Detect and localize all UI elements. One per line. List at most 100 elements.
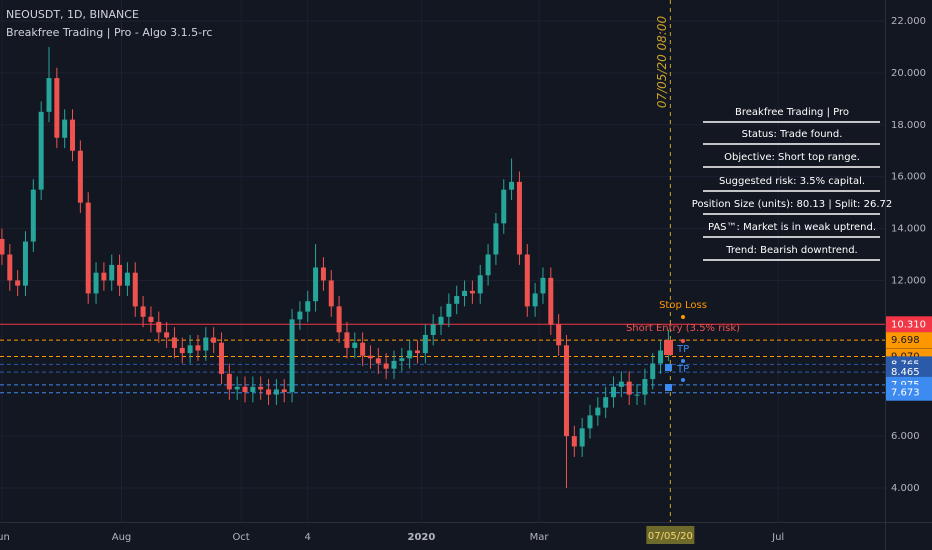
candle-body bbox=[454, 296, 460, 304]
candle-body bbox=[462, 290, 468, 297]
candle-body bbox=[187, 345, 193, 354]
candle-body bbox=[289, 319, 295, 393]
candle-body bbox=[117, 264, 123, 286]
x-tick-label: Oct bbox=[232, 532, 249, 543]
stop-loss-label: Stop Loss bbox=[659, 300, 707, 311]
candle-body bbox=[77, 150, 83, 203]
candle-body bbox=[85, 202, 91, 294]
candle-body bbox=[101, 272, 107, 281]
short-entry-label: Short Entry (3.5% risk) bbox=[626, 323, 740, 334]
candle-body bbox=[7, 254, 13, 281]
info-row: PAS™: Market is in weak uptrend. bbox=[708, 222, 876, 233]
indicator-name: Breakfree Trading | Pro - Algo 3.1.5-rc bbox=[6, 26, 212, 39]
y-tick-label: 12.000 bbox=[891, 275, 926, 286]
info-row: Status: Trade found. bbox=[742, 129, 843, 140]
candle-body bbox=[171, 337, 177, 348]
candle-body bbox=[281, 389, 287, 393]
crosshair-time: 07/05/20 08:00 bbox=[655, 15, 669, 108]
price-tag-label: 9.698 bbox=[891, 335, 920, 346]
candle-body bbox=[422, 334, 428, 354]
candle-body bbox=[469, 290, 475, 294]
candle-body bbox=[516, 181, 522, 255]
info-row: Breakfree Trading | Pro bbox=[735, 107, 849, 118]
candle-body bbox=[595, 407, 601, 416]
candle-body bbox=[603, 397, 609, 408]
candle-body bbox=[642, 379, 648, 395]
candle-body bbox=[148, 316, 154, 322]
info-row: Trend: Bearish downtrend. bbox=[725, 245, 857, 256]
candles bbox=[0, 46, 671, 489]
candle-body bbox=[54, 78, 60, 138]
candle-body bbox=[634, 394, 640, 396]
tp-dot bbox=[681, 378, 685, 382]
tp-label: TP bbox=[676, 344, 689, 355]
candle-body bbox=[360, 342, 366, 356]
tp-dot bbox=[681, 359, 685, 363]
candle-body bbox=[399, 358, 405, 361]
candle-body bbox=[540, 277, 546, 294]
candle-body bbox=[344, 332, 350, 348]
info-table: Breakfree Trading | Pro Status: Trade fou… bbox=[692, 107, 892, 261]
candle-body bbox=[93, 272, 99, 294]
candle-body bbox=[509, 181, 515, 190]
x-tick-label: 4 bbox=[305, 532, 311, 543]
candle-body bbox=[305, 301, 311, 312]
candle-body bbox=[226, 373, 232, 390]
candle-body bbox=[407, 350, 413, 359]
candle-body bbox=[493, 223, 499, 255]
y-tick-label: 14.000 bbox=[891, 224, 926, 235]
candle-body bbox=[313, 267, 319, 302]
candle-body bbox=[70, 119, 76, 151]
crosshair-label: 07/05/20 bbox=[648, 531, 693, 542]
x-tick-label: Jul bbox=[771, 532, 784, 543]
candle-body bbox=[367, 355, 373, 359]
price-tag-label: 10.310 bbox=[891, 319, 926, 330]
price-tag bbox=[886, 316, 932, 333]
entry-marker bbox=[664, 340, 673, 355]
candle-body bbox=[195, 345, 201, 351]
levels bbox=[0, 323, 885, 394]
candle-body bbox=[22, 241, 28, 286]
candle-body bbox=[658, 350, 664, 364]
candle-body bbox=[501, 189, 507, 224]
price-tag bbox=[886, 384, 932, 401]
candle-body bbox=[0, 238, 5, 255]
price-tag-label: 7.673 bbox=[891, 388, 920, 399]
candle-body bbox=[203, 337, 209, 351]
x-tick-label: 2020 bbox=[408, 532, 436, 543]
candle-body bbox=[571, 436, 577, 447]
tp-marker bbox=[665, 364, 672, 371]
candle-body bbox=[30, 189, 36, 242]
axes: 22.000 20.000 18.000 16.000 14.000 12.000 6.00… bbox=[0, 15, 932, 544]
y-tick-label: 16.000 bbox=[891, 172, 926, 183]
x-tick-label: Mar bbox=[530, 532, 550, 543]
x-tick-label: Aug bbox=[112, 532, 132, 543]
candle-body bbox=[626, 381, 632, 395]
y-tick-label: 22.000 bbox=[891, 16, 926, 27]
info-row: Objective: Short top range. bbox=[724, 152, 860, 163]
candle-body bbox=[352, 342, 358, 348]
candle-body bbox=[587, 415, 593, 429]
x-tick-label: Jun bbox=[0, 532, 10, 543]
candle-body bbox=[548, 277, 554, 325]
candle-body bbox=[62, 119, 68, 138]
candle-body bbox=[477, 275, 483, 294]
candle-body bbox=[132, 272, 138, 307]
y-tick-label: 18.000 bbox=[891, 120, 926, 131]
candle-body bbox=[336, 306, 342, 333]
y-tick-label: 20.000 bbox=[891, 68, 926, 79]
crosshair-tag bbox=[646, 526, 695, 544]
candle-body bbox=[415, 350, 421, 354]
price-tag bbox=[886, 364, 932, 381]
grid bbox=[0, 0, 885, 522]
y-tick-label: 6.000 bbox=[891, 431, 920, 442]
candle-body bbox=[618, 381, 624, 387]
y-tick-label: 4.000 bbox=[891, 483, 920, 494]
candle-body bbox=[109, 264, 115, 281]
candle-body bbox=[297, 311, 303, 320]
candle-body bbox=[273, 389, 279, 395]
candle-body bbox=[383, 363, 389, 369]
